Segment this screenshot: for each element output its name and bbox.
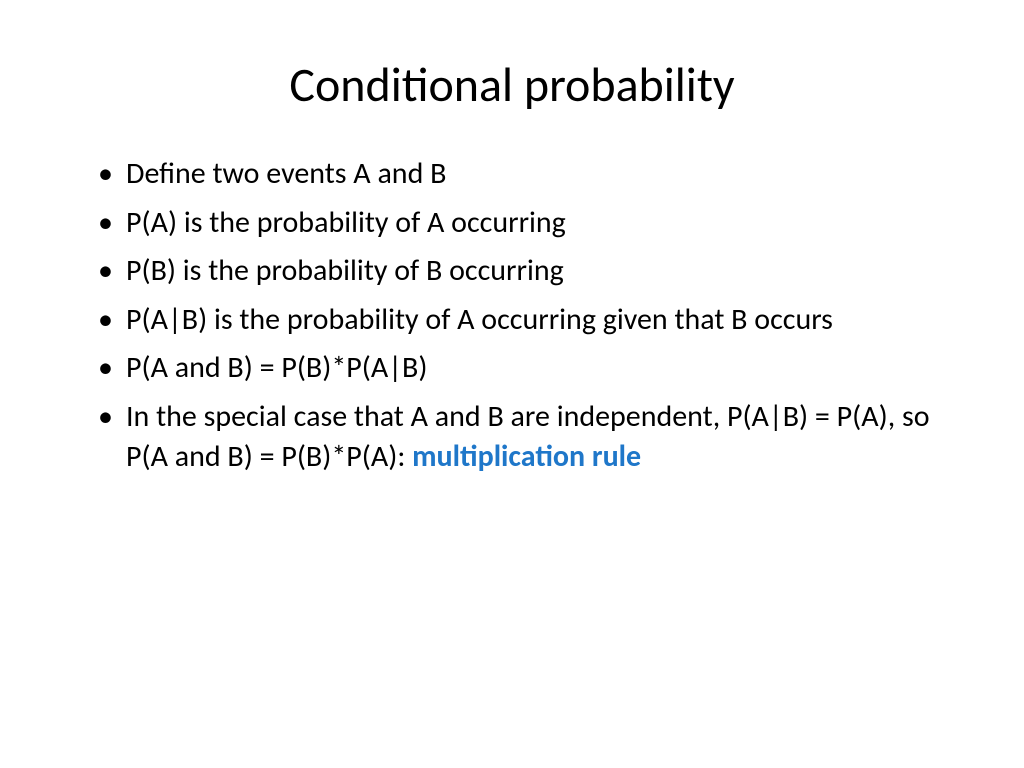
bullet-text: P(A|B) is the probability of A occurring… — [126, 301, 833, 338]
list-item: P(A|B) is the probability of A occurring… — [90, 300, 934, 341]
list-item: P(A and B) = P(B)*P(A|B) — [90, 348, 934, 389]
bullet-text: Define two events A and B — [126, 155, 446, 192]
bullet-text: P(B) is the probability of B occurring — [126, 252, 564, 289]
list-item: P(A) is the probability of A occurring — [90, 203, 934, 244]
list-item: P(B) is the probability of B occurring — [90, 251, 934, 292]
emphasis-text: multiplication rule — [412, 438, 641, 475]
list-item: Define two events A and B — [90, 154, 934, 195]
slide: Conditional probability Define two event… — [0, 0, 1024, 768]
bullet-text: P(A and B) = P(B)*P(A|B) — [126, 349, 427, 386]
list-item: In the special case that A and B are ind… — [90, 397, 934, 478]
slide-title: Conditional probability — [90, 55, 934, 114]
bullet-text: P(A) is the probability of A occurring — [126, 204, 566, 241]
bullet-list: Define two events A and B P(A) is the pr… — [90, 154, 934, 478]
